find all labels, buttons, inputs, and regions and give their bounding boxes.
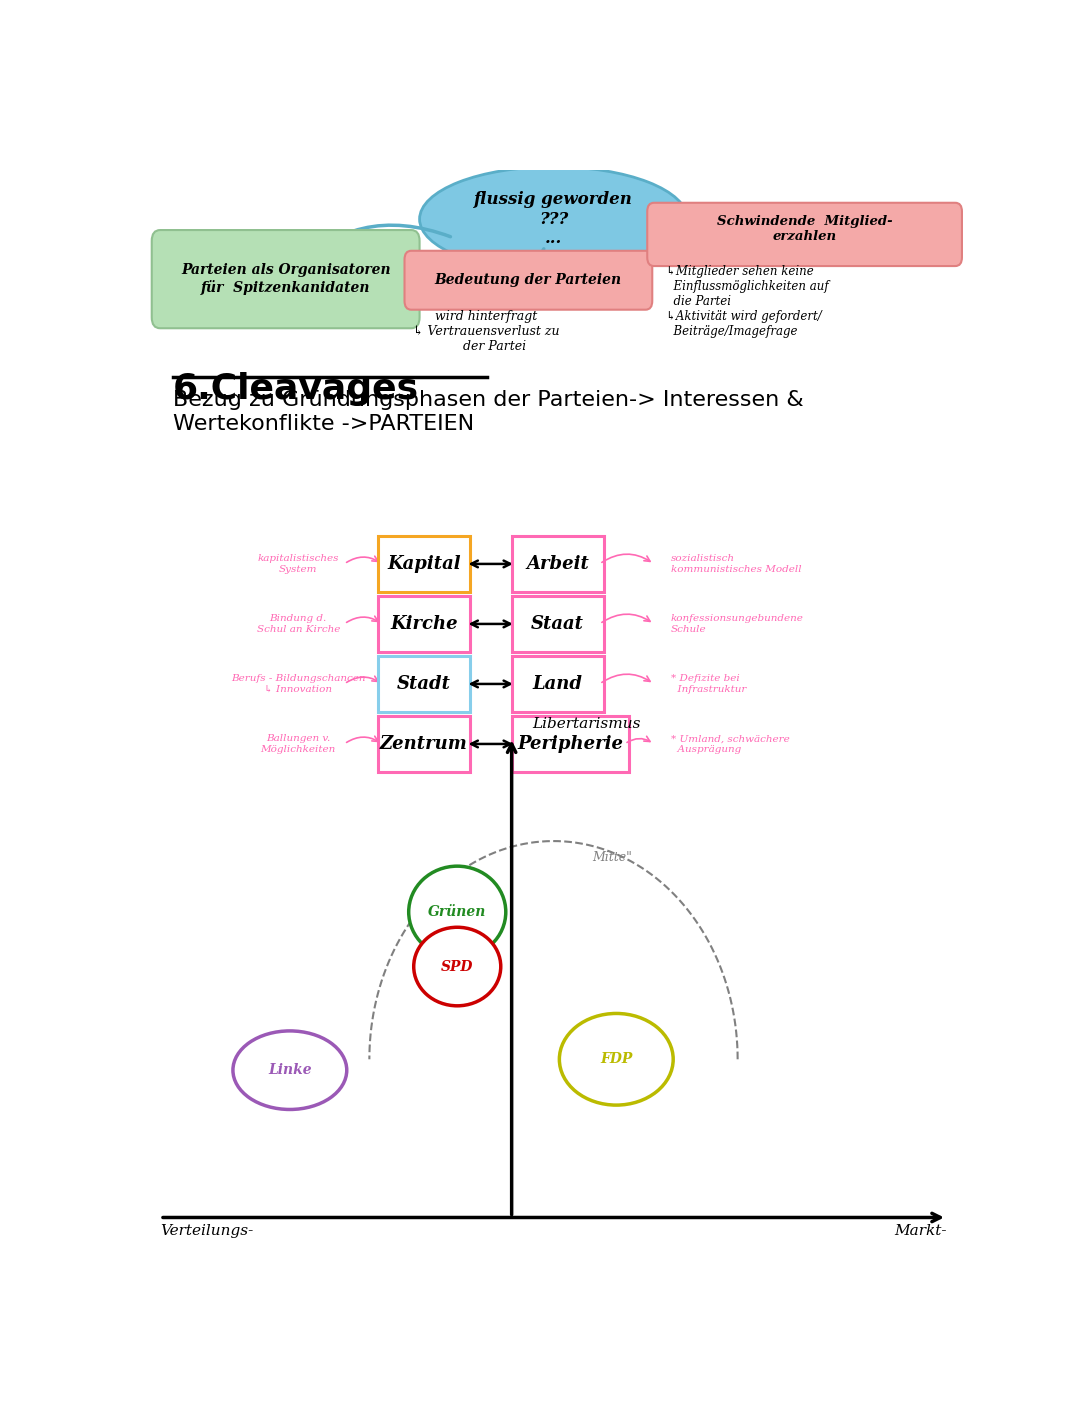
Text: * Umland, schwächere
  Ausprägung: * Umland, schwächere Ausprägung: [671, 734, 789, 754]
Text: * Defizite bei
  Infrastruktur: * Defizite bei Infrastruktur: [671, 674, 746, 694]
Text: Land: Land: [532, 674, 583, 693]
Text: Stadt: Stadt: [396, 674, 450, 693]
Text: Kirche: Kirche: [390, 615, 458, 633]
Text: Grünen: Grünen: [428, 905, 486, 920]
Text: flussig geworden
???
...: flussig geworden ??? ...: [474, 191, 633, 247]
Text: kapitalistisches
System: kapitalistisches System: [257, 554, 339, 574]
Text: wird hinterfragt
↳ Vertrauensverlust zu
    der Partei: wird hinterfragt ↳ Vertrauensverlust zu …: [414, 310, 559, 353]
Text: Libertarismus: Libertarismus: [532, 717, 642, 731]
Text: Bezug zu Gründungsphasen der Parteien-> Interessen &
Wertekonflikte ->PARTEIEN: Bezug zu Gründungsphasen der Parteien-> …: [173, 391, 804, 434]
Text: Bindung d.
Schul an Kirche: Bindung d. Schul an Kirche: [257, 614, 340, 633]
Text: Verteilungs-: Verteilungs-: [160, 1223, 254, 1237]
FancyBboxPatch shape: [378, 716, 470, 772]
Text: Schwindende  Mitglied-
erzahlen: Schwindende Mitglied- erzahlen: [717, 215, 892, 242]
FancyBboxPatch shape: [512, 595, 604, 652]
Text: Arbeit: Arbeit: [526, 555, 589, 572]
Text: Mitte": Mitte": [592, 852, 632, 864]
Text: Ballungen v.
Möglichkeiten: Ballungen v. Möglichkeiten: [260, 734, 336, 754]
Text: Bedeutung der Parteien: Bedeutung der Parteien: [435, 273, 622, 288]
Text: Markt-: Markt-: [894, 1223, 947, 1237]
Ellipse shape: [414, 927, 501, 1006]
Ellipse shape: [408, 866, 505, 958]
FancyBboxPatch shape: [405, 251, 652, 310]
Text: sozialistisch
kommunistisches Modell: sozialistisch kommunistisches Modell: [671, 554, 801, 574]
Ellipse shape: [559, 1013, 673, 1105]
Text: Parteien als Organisatoren
für  Spitzenkanidaten: Parteien als Organisatoren für Spitzenka…: [180, 264, 391, 295]
Text: FDP: FDP: [600, 1053, 633, 1066]
FancyBboxPatch shape: [378, 595, 470, 652]
Text: ↳Mitglieder sehen keine
  Einflussmöglichkeiten auf
  die Partei
↳Aktivität wird: ↳Mitglieder sehen keine Einflussmöglichk…: [666, 265, 829, 339]
FancyBboxPatch shape: [512, 656, 604, 713]
FancyBboxPatch shape: [647, 203, 962, 266]
FancyBboxPatch shape: [151, 230, 420, 329]
FancyBboxPatch shape: [378, 536, 470, 592]
Text: Kapital: Kapital: [387, 555, 460, 572]
FancyBboxPatch shape: [512, 716, 629, 772]
Text: konfessionsungebundene
Schule: konfessionsungebundene Schule: [671, 614, 804, 633]
Text: Berufs - Bildungschancen
↳ Innovation: Berufs - Bildungschancen ↳ Innovation: [231, 674, 365, 694]
Text: Zentrum: Zentrum: [380, 735, 468, 752]
Text: 6.Cleavages: 6.Cleavages: [173, 371, 419, 405]
FancyBboxPatch shape: [378, 656, 470, 713]
Text: Staat: Staat: [531, 615, 584, 633]
Ellipse shape: [419, 167, 688, 272]
Text: Peripherie: Peripherie: [517, 735, 623, 752]
FancyBboxPatch shape: [512, 536, 604, 592]
Ellipse shape: [233, 1032, 347, 1110]
Text: SPD: SPD: [441, 959, 473, 973]
Text: Linke: Linke: [268, 1063, 312, 1077]
